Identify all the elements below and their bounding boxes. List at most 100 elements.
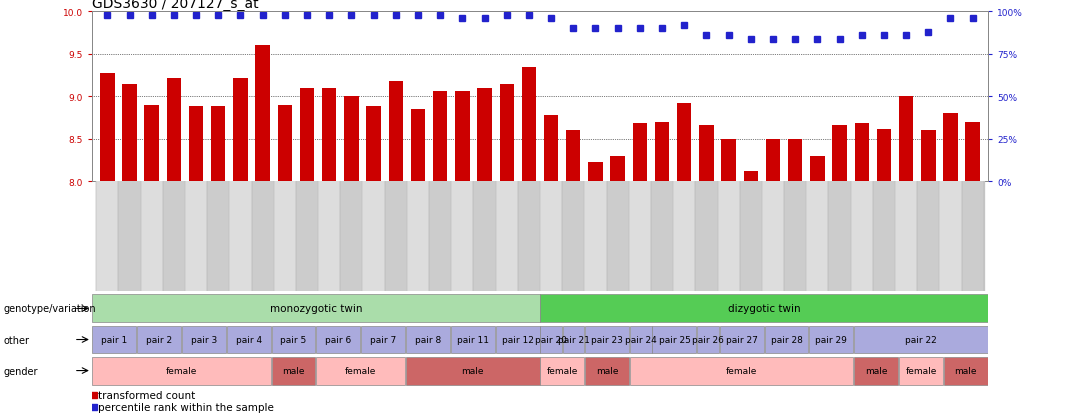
Bar	[207, 182, 229, 291]
Text: transformed count: transformed count	[98, 389, 195, 399]
Bar	[961, 182, 984, 291]
Bar	[410, 110, 426, 182]
Bar	[316, 357, 405, 385]
Text: pair 3: pair 3	[191, 335, 217, 344]
Text: pair 8: pair 8	[415, 335, 441, 344]
Bar	[119, 182, 140, 291]
Bar	[698, 326, 719, 354]
Bar	[654, 122, 670, 182]
Text: female: female	[345, 366, 377, 375]
Bar	[477, 89, 491, 182]
Bar	[566, 131, 580, 182]
Bar	[943, 114, 958, 182]
Bar	[227, 326, 271, 354]
Bar	[233, 78, 247, 182]
Bar	[563, 182, 584, 291]
Bar	[500, 85, 514, 182]
Bar	[652, 326, 697, 354]
Text: male: male	[282, 366, 305, 375]
Bar	[873, 182, 895, 291]
Bar	[211, 107, 226, 182]
Bar	[630, 326, 651, 354]
Bar	[407, 182, 429, 291]
Text: pair 25: pair 25	[659, 335, 690, 344]
Bar	[854, 357, 899, 385]
Bar	[296, 182, 319, 291]
Bar	[229, 182, 252, 291]
Bar	[585, 326, 630, 354]
Bar	[540, 295, 988, 323]
Bar	[450, 326, 495, 354]
Text: monozygotic twin: monozygotic twin	[270, 304, 362, 314]
Bar	[719, 326, 764, 354]
Bar	[366, 107, 381, 182]
Bar	[899, 97, 914, 182]
Bar	[629, 182, 651, 291]
Bar	[273, 182, 296, 291]
Bar	[833, 126, 847, 182]
Bar	[406, 357, 540, 385]
Bar	[137, 326, 181, 354]
Bar	[92, 295, 540, 323]
Bar	[256, 46, 270, 182]
Bar	[917, 182, 940, 291]
Text: genotype/variation: genotype/variation	[3, 304, 96, 314]
Bar	[765, 326, 809, 354]
Bar	[451, 182, 473, 291]
Bar	[406, 326, 450, 354]
Bar	[673, 182, 696, 291]
Text: pair 5: pair 5	[281, 335, 307, 344]
Bar	[784, 182, 807, 291]
Text: pair 20: pair 20	[536, 335, 567, 344]
Text: pair 2: pair 2	[146, 335, 172, 344]
Bar	[544, 116, 558, 182]
Bar	[96, 182, 119, 291]
Bar	[809, 326, 853, 354]
Bar	[322, 89, 337, 182]
Bar	[540, 326, 562, 354]
Text: female: female	[726, 366, 757, 375]
Bar	[92, 326, 136, 354]
Bar	[185, 182, 207, 291]
Text: pair 26: pair 26	[692, 335, 724, 344]
Bar	[163, 182, 185, 291]
Bar	[721, 139, 735, 182]
Bar	[278, 105, 292, 182]
Bar	[677, 104, 691, 182]
Bar	[145, 105, 159, 182]
Bar	[433, 92, 447, 182]
Bar	[921, 131, 935, 182]
Text: gender: gender	[3, 366, 38, 376]
Bar	[473, 182, 496, 291]
Bar	[300, 89, 314, 182]
Text: male: male	[596, 366, 619, 375]
Bar	[522, 68, 536, 182]
Bar	[540, 182, 563, 291]
Text: pair 12: pair 12	[501, 335, 534, 344]
Bar	[122, 85, 137, 182]
Bar	[651, 182, 673, 291]
Text: pair 29: pair 29	[815, 335, 848, 344]
Bar	[589, 163, 603, 182]
Bar	[585, 357, 630, 385]
Bar	[517, 182, 540, 291]
Bar	[854, 124, 869, 182]
Bar	[563, 326, 584, 354]
Bar	[743, 171, 758, 182]
Text: pair 6: pair 6	[325, 335, 351, 344]
Bar	[455, 92, 470, 182]
Bar	[851, 182, 873, 291]
Text: male: male	[461, 366, 484, 375]
Bar	[877, 129, 891, 182]
Text: pair 7: pair 7	[370, 335, 396, 344]
Bar	[854, 326, 988, 354]
Bar	[944, 357, 988, 385]
Bar	[630, 357, 853, 385]
Bar	[899, 357, 943, 385]
Bar	[361, 326, 405, 354]
Bar	[384, 182, 407, 291]
Bar	[766, 139, 780, 182]
Text: pair 23: pair 23	[591, 335, 623, 344]
Bar	[540, 357, 584, 385]
Bar	[717, 182, 740, 291]
